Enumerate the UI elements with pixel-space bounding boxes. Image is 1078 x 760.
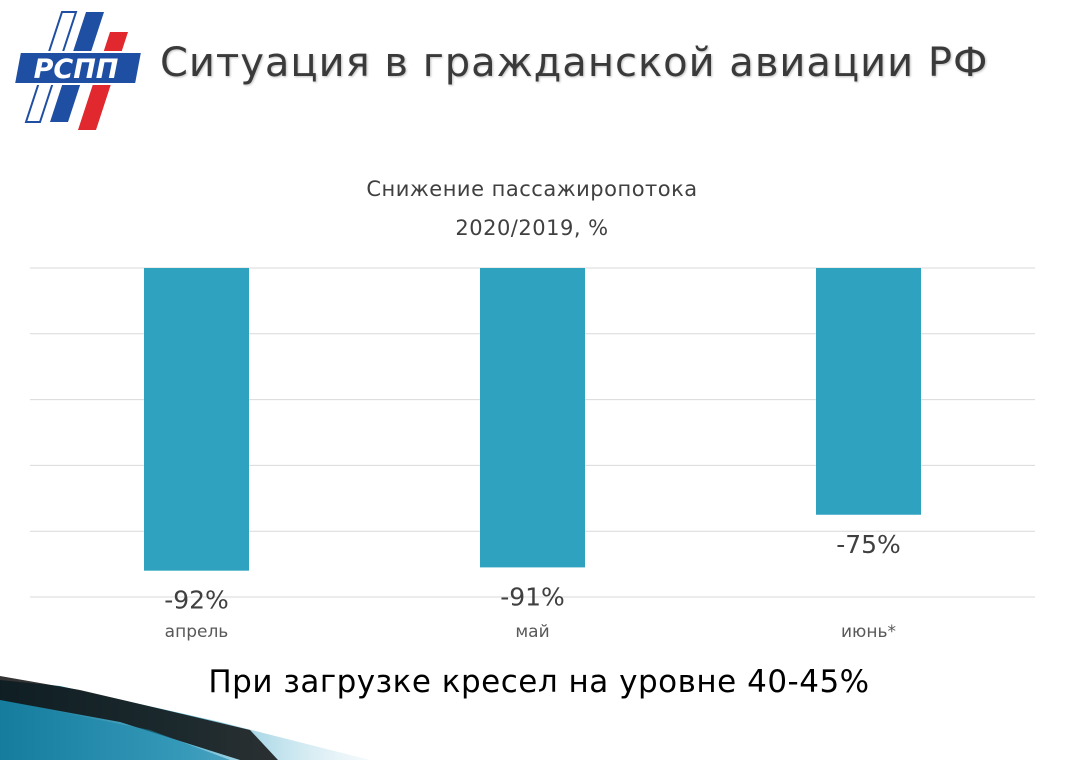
rspp-logo: РСПП xyxy=(12,11,144,130)
category-label-2: май xyxy=(515,622,549,642)
logo-text: РСПП xyxy=(34,54,119,85)
data-label-1: -92% xyxy=(164,586,229,615)
chart-title-line-1: Снижение пассажиропотока xyxy=(366,177,698,201)
bar-3 xyxy=(816,268,921,515)
chart-title-line-2: 2020/2019, % xyxy=(455,216,609,240)
category-label-3: июнь* xyxy=(841,622,896,642)
data-label-3: -75% xyxy=(836,530,901,559)
bar-2 xyxy=(480,268,585,568)
slide-title: Ситуация в гражданской авиации РФ xyxy=(160,40,989,86)
data-label-2: -91% xyxy=(500,582,565,611)
footnote: При загрузке кресел на уровне 40-45% xyxy=(208,664,870,700)
category-label-1: апрель xyxy=(165,622,229,642)
bar-1 xyxy=(144,268,249,571)
